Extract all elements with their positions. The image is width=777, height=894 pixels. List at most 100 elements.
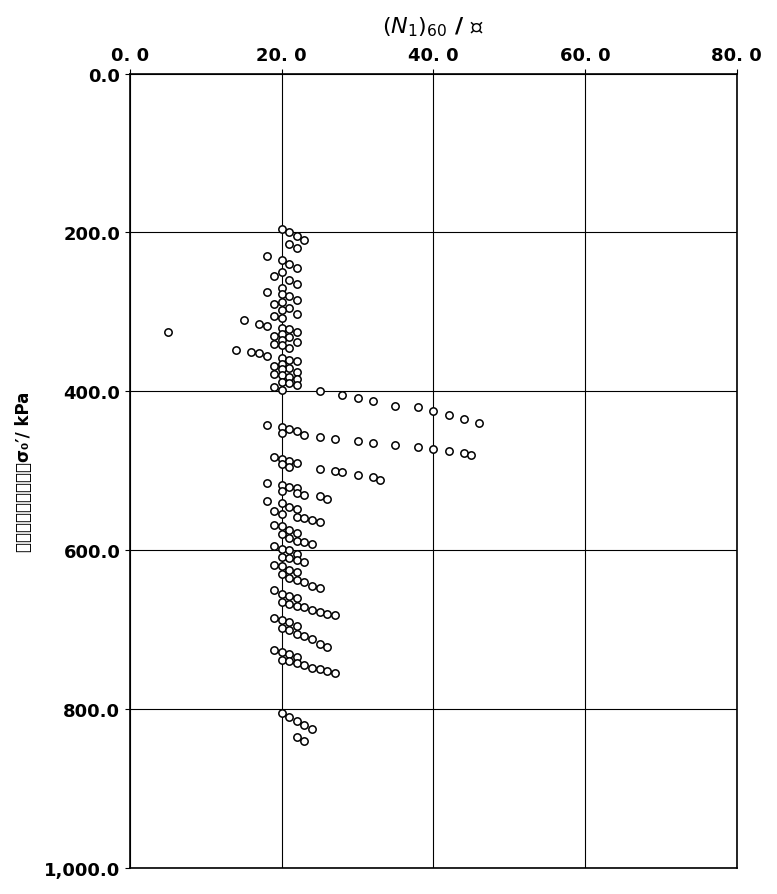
Point [291, 534, 303, 548]
Point [291, 242, 303, 257]
Point [291, 553, 303, 568]
Point [283, 290, 295, 304]
Point [427, 442, 440, 456]
Point [298, 555, 311, 569]
Point [276, 304, 288, 318]
Point [336, 466, 349, 480]
Point [276, 333, 288, 348]
Point [291, 627, 303, 641]
Point [313, 637, 326, 652]
Point [246, 345, 258, 359]
Point [283, 524, 295, 538]
Point [427, 405, 440, 419]
Point [283, 552, 295, 566]
Point [291, 365, 303, 379]
Point [276, 595, 288, 610]
Point [283, 710, 295, 724]
Point [329, 464, 341, 478]
Point [283, 455, 295, 469]
Point [276, 645, 288, 660]
Point [313, 516, 326, 530]
Point [472, 417, 485, 431]
Point [329, 433, 341, 447]
Point [291, 599, 303, 613]
Point [321, 607, 333, 621]
Point [276, 426, 288, 441]
Point [283, 597, 295, 611]
Point [238, 314, 250, 328]
Point [276, 369, 288, 384]
Point [306, 579, 319, 594]
Point [283, 544, 295, 558]
Point [298, 659, 311, 673]
Point [268, 329, 280, 343]
Point [313, 462, 326, 477]
Point [367, 470, 379, 485]
Point [276, 296, 288, 310]
Point [321, 492, 333, 506]
Point [442, 409, 455, 423]
Point [291, 482, 303, 496]
Point [291, 373, 303, 387]
Point [298, 718, 311, 732]
Point [283, 361, 295, 375]
Point [162, 325, 174, 340]
Point [253, 347, 265, 361]
Point [260, 285, 273, 299]
Point [283, 226, 295, 240]
Point [268, 298, 280, 312]
Point [268, 643, 280, 657]
Point [276, 384, 288, 398]
Point [283, 646, 295, 661]
Point [230, 343, 242, 358]
Point [276, 706, 288, 721]
Point [442, 444, 455, 459]
Point [313, 490, 326, 504]
Point [283, 563, 295, 578]
Point [283, 480, 295, 494]
Point [306, 661, 319, 675]
Point [276, 357, 288, 371]
Point [412, 401, 424, 415]
Point [253, 317, 265, 332]
Point [283, 238, 295, 252]
Point [276, 550, 288, 564]
Point [298, 734, 311, 748]
Point [268, 309, 280, 324]
Point [412, 441, 424, 455]
Point [306, 722, 319, 737]
Point [458, 412, 470, 426]
Point [291, 730, 303, 744]
Point [268, 539, 280, 553]
Point [276, 327, 288, 342]
Point [313, 582, 326, 596]
Point [351, 434, 364, 448]
Point [276, 375, 288, 390]
Point [298, 629, 311, 644]
Point [329, 609, 341, 623]
Point [291, 335, 303, 350]
Point [276, 452, 288, 467]
Point [291, 574, 303, 588]
Point [291, 502, 303, 517]
Point [389, 439, 402, 453]
Point [276, 420, 288, 434]
Point [298, 488, 311, 502]
Point [298, 234, 311, 249]
Point [276, 222, 288, 236]
Point [276, 282, 288, 296]
Point [283, 623, 295, 637]
Point [268, 611, 280, 625]
Point [291, 591, 303, 605]
Point [276, 527, 288, 542]
Point [276, 621, 288, 636]
Point [291, 526, 303, 540]
Point [283, 370, 295, 384]
Point [260, 418, 273, 433]
Point [298, 536, 311, 550]
Point [283, 654, 295, 669]
Point [283, 571, 295, 586]
Point [291, 510, 303, 525]
Y-axis label: 试验点上覆有效应力σ₀′/ kPa: 试验点上覆有效应力σ₀′/ kPa [15, 392, 33, 552]
Point [291, 486, 303, 501]
